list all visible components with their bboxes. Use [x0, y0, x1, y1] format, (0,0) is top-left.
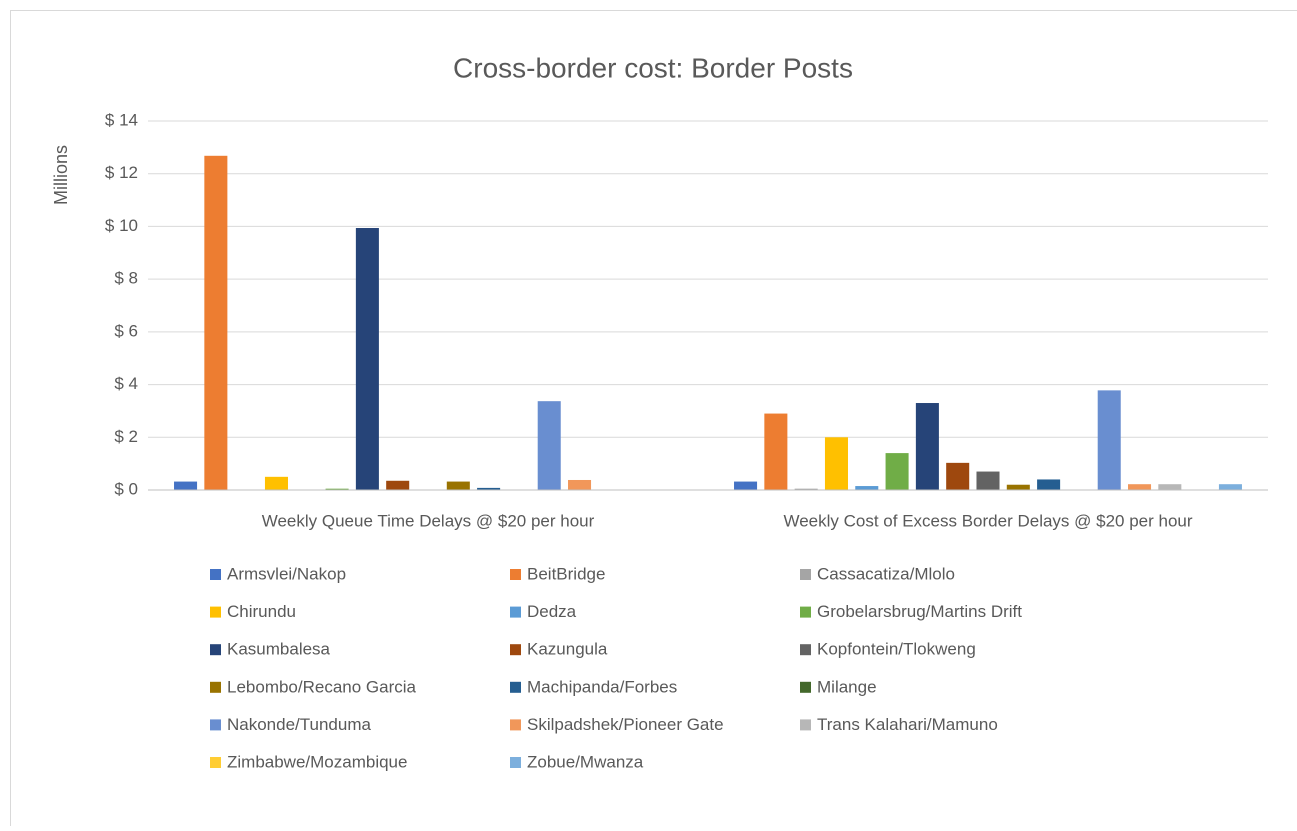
- bar: [568, 480, 591, 490]
- legend-label: Armsvlei/Nakop: [227, 564, 346, 583]
- y-tick-label: $ 6: [114, 321, 138, 340]
- legend-swatch: [800, 569, 811, 580]
- legend-label: Milange: [817, 677, 877, 696]
- bar: [265, 477, 288, 490]
- legend-label: Zobue/Mwanza: [527, 752, 644, 771]
- legend-swatch: [210, 757, 221, 768]
- legend-label: Lebombo/Recano Garcia: [227, 677, 417, 696]
- bar: [764, 414, 787, 490]
- bar: [538, 401, 561, 490]
- bar: [1158, 484, 1181, 490]
- y-tick-label: $ 8: [114, 269, 138, 288]
- y-tick-label: $ 12: [105, 163, 138, 182]
- legend-label: Grobelarsbrug/Martins Drift: [817, 602, 1022, 621]
- y-axis-label: Millions: [51, 145, 71, 205]
- bar: [916, 403, 939, 490]
- legend-swatch: [800, 682, 811, 693]
- bar: [447, 482, 470, 490]
- bar: [886, 453, 909, 490]
- bar: [1219, 484, 1242, 490]
- legend-label: Chirundu: [227, 602, 296, 621]
- chart-title: Cross-border cost: Border Posts: [453, 52, 853, 83]
- legend-label: Kopfontein/Tlokweng: [817, 640, 976, 659]
- bar: [1128, 484, 1151, 490]
- legend-label: Kazungula: [527, 640, 608, 659]
- bar: [976, 472, 999, 490]
- bar: [855, 486, 878, 490]
- bar: [386, 481, 409, 490]
- legend-swatch: [210, 719, 221, 730]
- legend-label: Trans Kalahari/Mamuno: [817, 715, 998, 734]
- legend-label: Kasumbalesa: [227, 640, 331, 659]
- bar: [946, 463, 969, 490]
- legend-label: Cassacatiza/Mlolo: [817, 564, 955, 583]
- bar: [734, 482, 757, 490]
- legend-swatch: [800, 719, 811, 730]
- legend-label: Dedza: [527, 602, 577, 621]
- legend-swatch: [510, 607, 521, 618]
- legend-swatch: [800, 607, 811, 618]
- legend-label: Skilpadshek/Pioneer Gate: [527, 715, 724, 734]
- x-tick-label: Weekly Cost of Excess Border Delays @ $2…: [783, 511, 1192, 530]
- legend-swatch: [210, 682, 221, 693]
- bar: [174, 482, 197, 490]
- bar: [1098, 390, 1121, 490]
- bar: [204, 156, 227, 490]
- y-tick-label: $ 0: [114, 479, 138, 498]
- legend-swatch: [510, 682, 521, 693]
- legend-swatch: [510, 757, 521, 768]
- legend-swatch: [510, 569, 521, 580]
- y-tick-label: $ 2: [114, 427, 138, 446]
- legend-swatch: [210, 569, 221, 580]
- bar: [1037, 479, 1060, 490]
- legend-swatch: [210, 644, 221, 655]
- y-tick-label: $ 14: [105, 110, 138, 129]
- legend-swatch: [510, 644, 521, 655]
- legend-label: BeitBridge: [527, 564, 605, 583]
- bar: [825, 437, 848, 490]
- x-tick-label: Weekly Queue Time Delays @ $20 per hour: [262, 511, 595, 530]
- bar: [1007, 485, 1030, 490]
- legend-label: Zimbabwe/Mozambique: [227, 752, 407, 771]
- y-tick-label: $ 4: [114, 374, 138, 393]
- legend-swatch: [210, 607, 221, 618]
- legend-swatch: [510, 719, 521, 730]
- y-tick-label: $ 10: [105, 216, 138, 235]
- bar: [356, 228, 379, 490]
- legend-label: Machipanda/Forbes: [527, 677, 677, 696]
- legend-swatch: [800, 644, 811, 655]
- legend-label: Nakonde/Tunduma: [227, 715, 372, 734]
